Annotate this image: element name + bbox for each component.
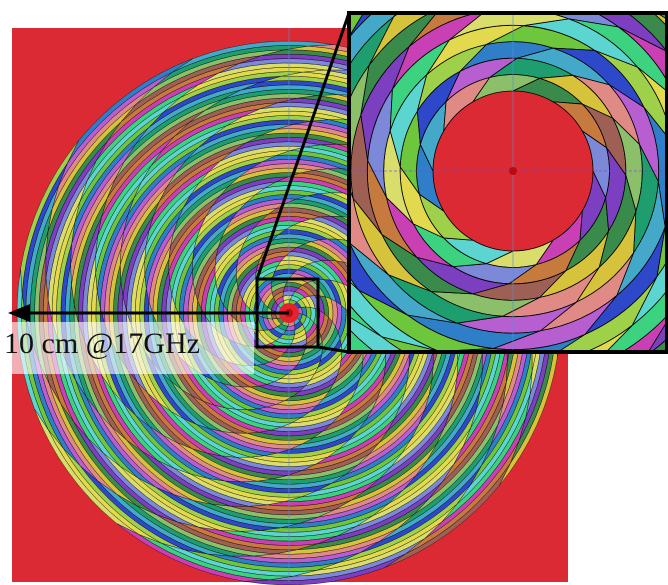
spiral-band-segment [349,186,389,276]
zoom-inset-frame [347,11,668,354]
spiral-band-segment [349,328,376,352]
zoom-inset [327,0,668,352]
spiral-band-segment [487,0,644,5]
dimension-label: 10 cm @17GHz [4,327,200,360]
spiral-band-segment [621,314,668,352]
spiral-band-segment [368,13,431,66]
left-arrow-head [8,304,30,322]
spiral-band-segment [618,26,668,84]
zoom-connector-top [255,12,351,280]
spiral-band-segment [650,337,668,352]
dimension-label-background [0,322,254,374]
spiral-band-segment [408,13,479,47]
spiral-band-segment [349,316,405,352]
zoom-connector-bottom [317,345,350,354]
spiral-band-segment [327,0,497,13]
spiral-band-segment [349,241,408,316]
spiral-band-segment [637,66,668,125]
spiral-band-segment [441,0,587,8]
spiral-band-segment [584,324,633,352]
